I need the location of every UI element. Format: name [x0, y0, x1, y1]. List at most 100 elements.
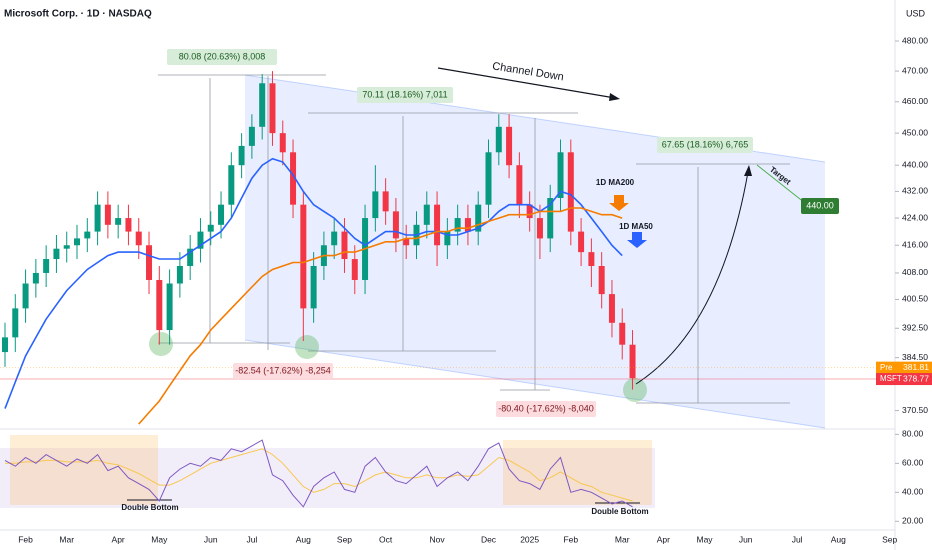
rsi-highlight	[503, 440, 652, 505]
candle-body	[248, 126, 255, 146]
x-tick-label: Jul	[246, 534, 257, 544]
candle-body	[197, 231, 204, 249]
x-tick-label: Oct	[379, 534, 393, 544]
price-tag	[876, 373, 932, 386]
candle-body	[547, 198, 554, 239]
candle-body	[536, 218, 543, 239]
y-tick-label: 440.00	[902, 159, 928, 169]
candle-body	[146, 245, 153, 280]
candle-body	[464, 218, 471, 232]
price-tag	[876, 361, 932, 374]
arrowhead	[744, 165, 752, 176]
candle-body	[382, 191, 389, 212]
candle-body	[485, 152, 492, 205]
candle-body	[444, 231, 451, 246]
x-tick-label: Mar	[59, 534, 74, 544]
x-tick-label: Mar	[615, 534, 630, 544]
annotation: 70.11 (18.16%) 7,011	[362, 89, 447, 99]
candle-body	[598, 265, 605, 295]
y-tick-label: 416.00	[902, 240, 928, 250]
rsi-tick-label: 20.00	[902, 516, 924, 526]
candle-body	[125, 218, 132, 232]
candle-body	[176, 265, 183, 284]
candle-body	[156, 279, 163, 331]
candle-body	[22, 283, 29, 309]
candle-body	[372, 191, 379, 219]
y-tick-label: 408.00	[902, 267, 928, 277]
candle-body	[218, 204, 225, 225]
candle-body	[228, 165, 235, 205]
rsi-tick-label: 60.00	[902, 458, 924, 468]
price-tag-name: MSFT	[880, 374, 902, 383]
price-tag-value: 378.77	[903, 373, 929, 383]
candle-body	[516, 165, 523, 205]
chart-title: Microsoft Corp. · 1D · NASDAQ	[4, 9, 152, 20]
x-tick-label: Apr	[112, 534, 125, 544]
x-tick-label: Feb	[563, 534, 578, 544]
candle-body	[115, 218, 122, 225]
candle-body	[84, 231, 91, 239]
y-tick-label: 432.00	[902, 186, 928, 196]
candle-body	[434, 204, 441, 246]
x-tick-label: Aug	[296, 534, 311, 544]
x-tick-label: Dec	[481, 534, 497, 544]
x-tick-label: Jun	[739, 534, 753, 544]
annotation: 1D MA200	[596, 178, 635, 187]
rsi-tick-label: 40.00	[902, 487, 924, 497]
candle-body	[53, 248, 60, 260]
ma-line	[4, 157, 623, 409]
x-tick-label: Aug	[831, 534, 846, 544]
candle-body	[238, 145, 245, 166]
candle-body	[300, 204, 307, 309]
candle-body	[557, 152, 564, 199]
candle-body	[310, 265, 317, 309]
x-tick-label: Sep	[882, 534, 897, 544]
bottom-marker	[295, 335, 319, 359]
candle-body	[94, 204, 101, 232]
x-tick-label: Feb	[18, 534, 33, 544]
channel-arrow	[437, 67, 616, 99]
annotation: 440.00	[806, 200, 834, 210]
y-tick-label: 392.50	[902, 322, 928, 332]
candle-body	[135, 231, 142, 246]
currency: USD	[906, 8, 926, 18]
candle-body	[32, 272, 39, 284]
y-tick-label: 470.00	[902, 65, 928, 75]
rsi-highlight	[10, 435, 158, 505]
y-tick-label: 480.00	[902, 35, 928, 45]
annotation-box	[801, 198, 839, 214]
x-tick-label: Apr	[657, 534, 670, 544]
arrowhead	[609, 93, 620, 101]
candle-body	[403, 238, 410, 246]
measures	[158, 74, 790, 404]
candle-body	[12, 308, 19, 338]
x-tick-label: May	[151, 534, 168, 544]
y-tick-label: 460.00	[902, 96, 928, 106]
x-tick-label: May	[697, 534, 714, 544]
ma200-arrow	[609, 195, 629, 211]
rsi-ma-line	[5, 448, 633, 502]
candle-body	[269, 83, 276, 134]
annotation-box	[496, 401, 596, 417]
y-tick-label: 400.50	[902, 294, 928, 304]
annotation-box	[233, 363, 333, 379]
annotation: 80.08 (20.63%) 8,008	[179, 51, 266, 61]
candle-body	[187, 248, 194, 266]
candle-body	[63, 245, 70, 249]
candle-body	[351, 259, 358, 280]
candle-body	[454, 218, 461, 232]
bottom-marker	[623, 378, 647, 402]
candle-body	[578, 231, 585, 253]
annotation: Double Bottom	[591, 507, 648, 516]
candle-body	[74, 238, 81, 246]
candle-body	[104, 204, 111, 225]
candle-body	[2, 337, 8, 353]
annotation: -82.54 (-17.62%) -8,254	[235, 365, 331, 375]
candle-body	[608, 294, 615, 323]
candle-body	[506, 126, 513, 166]
annotation-box	[657, 137, 753, 153]
y-tick-label: 370.50	[902, 405, 928, 415]
candle-body	[475, 204, 482, 232]
